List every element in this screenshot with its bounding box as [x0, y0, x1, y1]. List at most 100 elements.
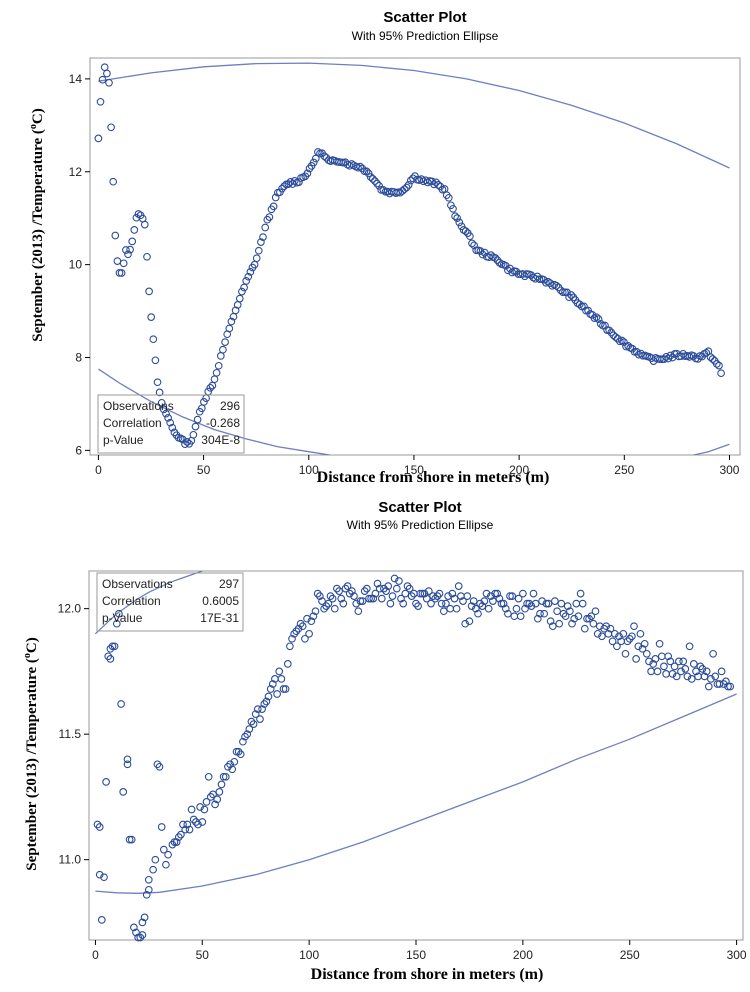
data-point: [373, 579, 382, 588]
data-point: [491, 589, 499, 598]
stats-value: 17E-31: [200, 611, 239, 625]
x-tick-label: 100: [299, 948, 319, 962]
data-point: [373, 179, 381, 188]
svg-text:September (2013) /Temperature: September (2013) /Temperature (oC): [28, 108, 46, 341]
data-point: [236, 750, 245, 759]
data-point: [592, 313, 601, 322]
data-point: [200, 805, 209, 814]
data-point: [314, 148, 322, 156]
data-point: [360, 167, 369, 176]
data-point: [98, 75, 107, 84]
data-point: [153, 378, 162, 387]
data-point: [283, 660, 292, 668]
data-point: [625, 634, 634, 643]
data-point: [401, 589, 410, 598]
data-point: [288, 634, 296, 643]
data-point: [202, 798, 211, 806]
data-point: [454, 582, 463, 590]
data-point: [431, 594, 440, 603]
data-point: [442, 599, 450, 608]
y-axis-label-main: September (2013) /Temperature (: [30, 129, 46, 342]
data-point: [352, 599, 361, 608]
data-point: [493, 256, 502, 264]
data-point: [546, 617, 555, 626]
data-point: [214, 361, 223, 370]
data-point: [570, 614, 579, 623]
data-point: [258, 705, 266, 713]
data-point: [313, 589, 322, 598]
x-tick-label: 200: [509, 463, 529, 477]
data-point: [642, 649, 651, 658]
data-point: [217, 780, 226, 789]
x-tick-label: 0: [92, 948, 99, 962]
data-point: [254, 246, 263, 255]
data-point: [147, 313, 156, 321]
data-point: [360, 587, 369, 595]
data-point: [444, 592, 452, 600]
data-point: [365, 594, 373, 603]
data-point: [386, 599, 395, 608]
y-axis-label-main: September (2013) /Temperature (: [24, 658, 40, 871]
data-point: [466, 232, 474, 241]
data-point: [375, 584, 384, 593]
data-point: [702, 349, 711, 357]
data-point: [281, 685, 290, 693]
data-point: [339, 599, 348, 608]
prediction-ellipse-arc: [98, 62, 730, 169]
svg-text:September (2013) /Temperature: September (2013) /Temperature (oC): [22, 637, 40, 870]
data-point: [271, 193, 280, 202]
x-axis-label: Distance from shore in meters (m): [317, 469, 550, 486]
data-point: [198, 818, 207, 826]
x-tick-label: 150: [406, 948, 426, 962]
data-point: [465, 617, 474, 626]
data-point: [548, 622, 557, 631]
y-axis-label-superscript: o: [22, 653, 33, 658]
data-point: [95, 823, 104, 831]
data-point: [634, 642, 643, 651]
data-point: [296, 619, 305, 628]
data-point: [221, 338, 229, 346]
data-point: [489, 597, 497, 605]
data-point: [252, 254, 261, 263]
data-point: [305, 629, 313, 638]
data-point: [427, 599, 435, 608]
data-point: [474, 609, 482, 618]
data-point: [605, 326, 614, 335]
data-point: [478, 602, 487, 610]
data-point: [451, 212, 459, 221]
stats-label: p-Value: [103, 433, 144, 447]
data-point: [284, 180, 293, 188]
data-point: [219, 345, 227, 354]
data-point: [155, 762, 164, 771]
data-point: [692, 667, 700, 676]
data-point: [615, 632, 623, 641]
data-point: [206, 383, 215, 392]
data-point: [126, 245, 134, 254]
data-point: [578, 599, 587, 608]
data-point: [657, 652, 666, 661]
data-point: [563, 602, 572, 610]
data-point: [514, 594, 523, 603]
data-point: [611, 333, 620, 341]
data-point: [589, 619, 598, 628]
data-point: [240, 283, 248, 292]
data-point: [157, 398, 166, 407]
stats-value: 297: [219, 577, 239, 591]
data-point: [335, 587, 343, 595]
data-point: [286, 642, 294, 651]
data-point: [162, 860, 170, 869]
y-tick-label: 8: [75, 350, 82, 364]
data-point: [467, 602, 476, 610]
data-point: [382, 587, 390, 595]
data-point: [225, 324, 234, 333]
data-point: [350, 592, 358, 600]
data-point: [211, 800, 219, 809]
data-point: [630, 622, 638, 631]
data-point: [601, 321, 609, 330]
data-point: [149, 865, 157, 874]
data-point: [303, 614, 311, 623]
data-point: [726, 682, 735, 691]
x-tick-label: 0: [95, 463, 102, 477]
data-point: [269, 202, 278, 211]
data-point: [221, 772, 230, 781]
